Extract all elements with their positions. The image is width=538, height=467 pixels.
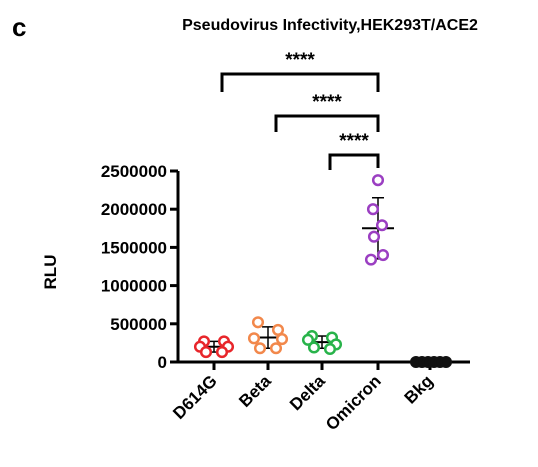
significance-bracket bbox=[328, 153, 380, 170]
significance-label: **** bbox=[339, 131, 369, 152]
x-tick-label: Delta bbox=[286, 371, 329, 414]
data-point bbox=[375, 219, 389, 232]
significance-label: **** bbox=[312, 92, 342, 113]
data-point bbox=[366, 203, 380, 216]
data-point bbox=[376, 248, 390, 262]
data-point bbox=[275, 333, 289, 346]
y-ticks: 0 500000 1000000 1500000 2000000 2500000 bbox=[101, 162, 178, 372]
data-point bbox=[199, 346, 213, 359]
data-point bbox=[371, 174, 385, 187]
data-point bbox=[307, 341, 321, 354]
y-tick-label: 1000000 bbox=[101, 277, 167, 296]
significance-bracket bbox=[220, 72, 380, 92]
y-tick-label: 2000000 bbox=[101, 200, 167, 219]
error-bars bbox=[198, 196, 446, 363]
y-tick-label: 1500000 bbox=[101, 238, 167, 257]
data-point bbox=[215, 346, 229, 359]
significance-label: **** bbox=[285, 50, 315, 71]
x-tick-label: Omicron bbox=[322, 371, 385, 434]
x-tick-label: Bkg bbox=[401, 371, 437, 407]
significance-bracket bbox=[274, 114, 380, 132]
data-point bbox=[251, 316, 265, 329]
data-point bbox=[364, 253, 378, 266]
chart-title: Pseudovirus Infectivity,HEK293T/ACE2 bbox=[182, 17, 478, 34]
x-tick-label: D614G bbox=[169, 371, 221, 423]
data-point bbox=[247, 332, 261, 345]
data-point bbox=[301, 333, 315, 346]
data-point bbox=[367, 230, 381, 243]
y-tick-label: 0 bbox=[158, 353, 167, 372]
data-point bbox=[269, 342, 283, 355]
y-axis-label: RLU bbox=[41, 255, 60, 290]
x-tick-label: Beta bbox=[235, 371, 275, 411]
panel-label: c bbox=[12, 12, 26, 42]
data-point bbox=[323, 342, 337, 356]
y-tick-label: 500000 bbox=[110, 315, 167, 334]
y-tick-label: 2500000 bbox=[101, 162, 167, 181]
significance-brackets: **** **** **** bbox=[220, 50, 380, 170]
data-point bbox=[439, 355, 453, 369]
axes bbox=[176, 171, 470, 364]
data-point bbox=[253, 342, 267, 355]
data-points bbox=[193, 174, 453, 369]
